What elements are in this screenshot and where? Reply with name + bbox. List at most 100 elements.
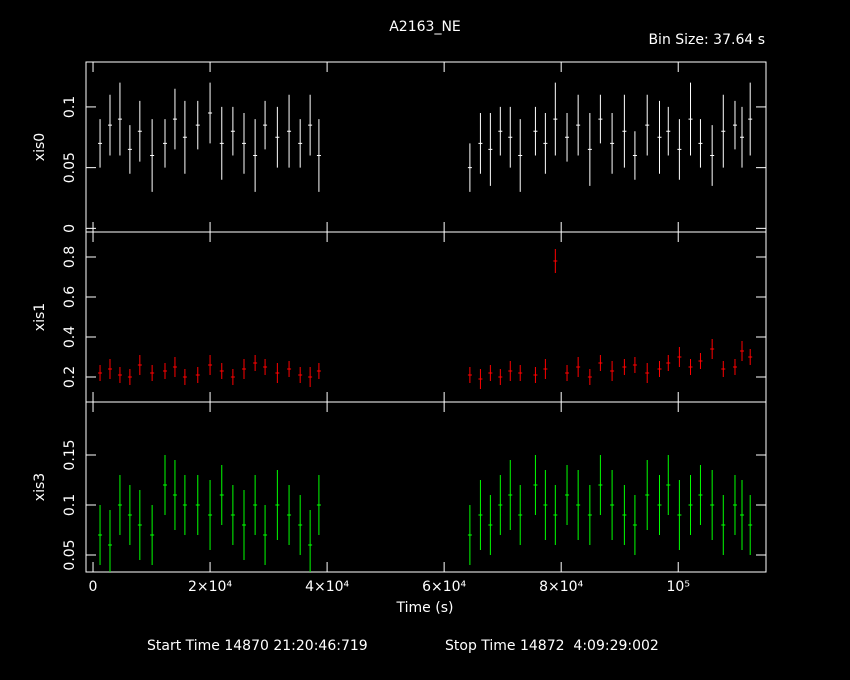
error-bar: [172, 357, 177, 377]
error-bar: [182, 100, 187, 174]
error-bar: [721, 361, 726, 377]
error-bar: [508, 361, 513, 381]
error-bar: [253, 475, 258, 535]
error-bar: [275, 106, 280, 168]
error-bar: [498, 369, 503, 385]
error-bar: [657, 475, 662, 535]
panel-frame: [85, 231, 767, 403]
error-bar: [275, 470, 280, 540]
error-bar: [748, 495, 753, 555]
start-time: Start Time 14870 21:20:46:719: [147, 638, 368, 654]
y-tick-label: 0.6: [62, 286, 78, 308]
error-bar: [508, 460, 513, 530]
y-tick-label: 0.05: [62, 152, 78, 183]
error-bar: [732, 100, 737, 150]
error-bar: [598, 94, 603, 144]
error-bar: [710, 125, 715, 186]
error-bar: [622, 359, 627, 375]
error-bar: [688, 359, 693, 375]
error-bar: [553, 485, 558, 545]
error-bar: [230, 106, 235, 156]
error-bar: [117, 475, 122, 535]
stop-time: Stop Time 14872 4:09:29:002: [445, 638, 659, 654]
error-bar: [208, 82, 213, 144]
error-bar: [598, 355, 603, 371]
error-bar: [219, 363, 224, 379]
error-bar: [150, 505, 155, 565]
error-bar: [172, 88, 177, 150]
y-tick-label: 0.1: [62, 494, 78, 516]
error-bar: [230, 369, 235, 385]
y-tick-label: 0.1: [62, 96, 78, 118]
error-bar: [748, 349, 753, 365]
error-bar: [587, 485, 592, 545]
error-bar: [127, 485, 132, 545]
error-bar: [182, 475, 187, 535]
error-bar: [553, 82, 558, 156]
error-bar: [195, 100, 200, 150]
error-bar: [632, 357, 637, 373]
error-bar: [253, 355, 258, 371]
error-bar: [98, 505, 103, 565]
error-bar: [533, 106, 538, 156]
error-bar: [263, 359, 268, 375]
error-bar: [632, 131, 637, 180]
error-bar: [576, 94, 581, 156]
error-bar: [107, 510, 112, 572]
x-axis-label: Time (s): [396, 600, 454, 616]
error-bar: [182, 369, 187, 385]
error-bar: [150, 119, 155, 192]
error-bar: [645, 94, 650, 156]
x-tick-label: 6×10⁴: [422, 579, 466, 595]
error-bar: [287, 94, 292, 168]
error-bar: [308, 367, 313, 387]
error-bar: [508, 106, 513, 168]
error-bar: [172, 460, 177, 530]
x-tick-label: 10⁵: [667, 579, 690, 595]
error-bar: [467, 505, 472, 565]
error-bar: [721, 94, 726, 168]
error-bar: [219, 106, 224, 180]
error-bar: [107, 359, 112, 379]
error-bar: [518, 485, 523, 545]
error-bar: [316, 119, 321, 192]
panel-frame: [85, 61, 767, 233]
error-bar: [518, 119, 523, 192]
error-bar: [598, 455, 603, 515]
y-tick-label: 0.8: [62, 246, 78, 268]
y-axis-label: xis3: [32, 473, 48, 501]
error-bar: [127, 369, 132, 385]
error-bar: [137, 490, 142, 560]
error-bar: [565, 365, 570, 381]
error-bar: [710, 339, 715, 359]
error-bar: [208, 355, 213, 375]
chart-title: A2163_NE: [389, 19, 461, 35]
error-bar: [645, 363, 650, 383]
error-bar: [263, 505, 268, 565]
error-bar: [610, 113, 615, 174]
error-bar: [287, 361, 292, 377]
error-bar: [677, 480, 682, 550]
error-bar: [498, 106, 503, 156]
error-bar: [137, 100, 142, 162]
error-bar: [150, 365, 155, 381]
error-bar: [622, 485, 627, 545]
error-bar: [688, 475, 693, 535]
error-bar: [195, 367, 200, 383]
error-bar: [610, 470, 615, 540]
error-bar: [610, 361, 615, 381]
error-bar: [117, 367, 122, 383]
error-bar: [163, 363, 168, 379]
error-bar: [622, 94, 627, 168]
error-bar: [316, 475, 321, 535]
error-bar: [498, 475, 503, 535]
error-bar: [98, 365, 103, 381]
error-bar: [488, 365, 493, 381]
error-bar: [263, 100, 268, 150]
error-bar: [298, 367, 303, 383]
error-bar: [107, 94, 112, 156]
error-bar: [710, 470, 715, 540]
panel-frame: [85, 401, 767, 573]
x-tick-label: 8×10⁴: [539, 579, 583, 595]
